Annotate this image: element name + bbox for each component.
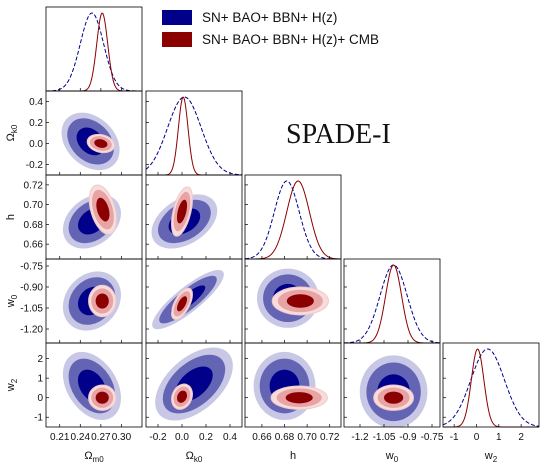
axis-label-param-1: Ωk0 [186,450,203,464]
x-tick-label: 0.0 [175,432,189,443]
marginal-series0-param-2 [244,180,341,260]
x-tick-label: 0.27 [91,432,111,443]
x-tick-label: 2 [518,432,524,443]
marginal-series1-param-4 [443,348,539,428]
y-tick-label: -0.2 [26,160,44,171]
marginal-series0-param-0 [45,12,142,92]
contour-panel-0-1 [61,112,120,171]
panel-frames [45,6,540,428]
y-tick-label: -1.20 [20,325,43,336]
axis-label-param-3: w0 [5,294,19,308]
panel-frame-0-4 [45,342,143,428]
contour-panel-1-4 [155,347,233,421]
x-tick-label: -0.2 [149,432,167,443]
x-tick-label: -1.05 [373,432,396,443]
marginal-series0-param-3 [343,264,441,344]
panel-frame-3-3 [343,258,441,344]
y-tick-label: 2 [37,354,43,365]
legend-label-series-1: SN+ BAO+ BBN+ H(z) [202,10,337,25]
x-tick-label: 0.66 [252,432,272,443]
model-title: SPADE-I [286,119,391,150]
contour-series1-level-2 [285,392,313,404]
contour-series1-level-2 [176,199,188,224]
contour-series1-level-2 [176,296,188,312]
y-tick-label: 0.0 [29,139,43,150]
contour-panel-0-3 [62,271,121,331]
tick-layer: 0.21 0.24 0.27 0.30 -0.2 0.0 0.2 0.4 0.66 0.68 0.7… [5,88,524,464]
contour-panel-0-4 [62,351,121,421]
y-tick-label: 1 [37,374,43,385]
marginal-series1-param-2 [245,180,342,260]
panel-frame-2-4 [244,342,342,428]
contour-series1-level-2 [96,197,110,222]
x-tick-label: -1.2 [351,432,369,443]
legend-swatch-series-2 [162,32,192,47]
legend-label-series-2: SN+ BAO+ BBN+ H(z)+ CMB [202,32,379,47]
x-tick-label: 0.68 [275,432,295,443]
axis-label-param-4: w2 [484,450,498,464]
marginal-series1-param-3 [344,264,440,344]
panel-frame-4-4 [442,342,540,428]
marginal-series1-param-0 [46,12,142,92]
x-tick-label: 0.4 [223,432,237,443]
axis-label-param-4: w2 [5,378,19,392]
axis-label-param-2: h [5,214,17,220]
contour-series1-level-2 [286,294,314,308]
legend: SN+ BAO+ BBN+ H(z) SN+ BAO+ BBN+ H(z)+ C… [162,10,379,47]
x-tick-label: 0.30 [112,432,132,443]
x-tick-label: -0.9 [399,432,417,443]
contour-series1-level-2 [384,391,404,404]
x-tick-label: 1 [496,432,502,443]
panel-frame-0-0 [45,6,143,92]
x-tick-label: 0.70 [297,432,317,443]
y-tick-label: 0.4 [29,97,43,108]
axis-label-param-0: Ωm0 [84,450,104,464]
contour-series1-level-2 [94,139,108,148]
y-tick-label: 0.68 [24,220,44,231]
y-tick-label: 0 [37,393,43,404]
x-tick-label: -0.75 [421,432,444,443]
y-tick-label: 0.70 [24,200,44,211]
x-tick-label: 0.24 [71,432,91,443]
contour-series1-level-2 [95,391,109,404]
contour-panel-3-4 [359,355,428,427]
y-tick-label: 0.72 [24,180,44,191]
y-tick-label: -0.90 [20,283,43,294]
y-tick-label: -1.05 [20,304,43,315]
marginal-series0-param-4 [442,348,540,427]
legend-swatch-series-1 [162,10,192,25]
y-tick-label: -1 [34,413,43,424]
contour-layer [61,112,428,427]
x-tick-label: 0.21 [50,432,70,443]
panel-frame-1-4 [145,342,243,428]
axis-label-param-3: w0 [385,450,399,464]
marginal-series0-param-1 [145,96,243,176]
contour-series1-level-2 [176,390,188,403]
contour-series1-level-2 [95,293,109,309]
contour-panel-1-3 [152,269,224,330]
contour-panel-2-3 [256,268,329,328]
panel-frame-3-4 [343,342,441,428]
x-tick-label: 0 [474,432,480,443]
axis-label-param-2: h [290,450,296,462]
x-tick-label: -1 [450,432,459,443]
axis-label-param-1: Ωk0 [5,124,19,141]
x-tick-label: 0.72 [320,432,340,443]
contour-panel-0-2 [62,184,121,249]
panel-frame-1-1 [145,90,243,176]
contour-panel-1-2 [151,186,218,249]
y-tick-label: 0.66 [24,240,44,251]
x-tick-label: 0.2 [199,432,213,443]
y-tick-label: 0.2 [29,118,43,129]
y-tick-label: -0.75 [20,262,43,273]
contour-panel-2-4 [253,351,328,421]
